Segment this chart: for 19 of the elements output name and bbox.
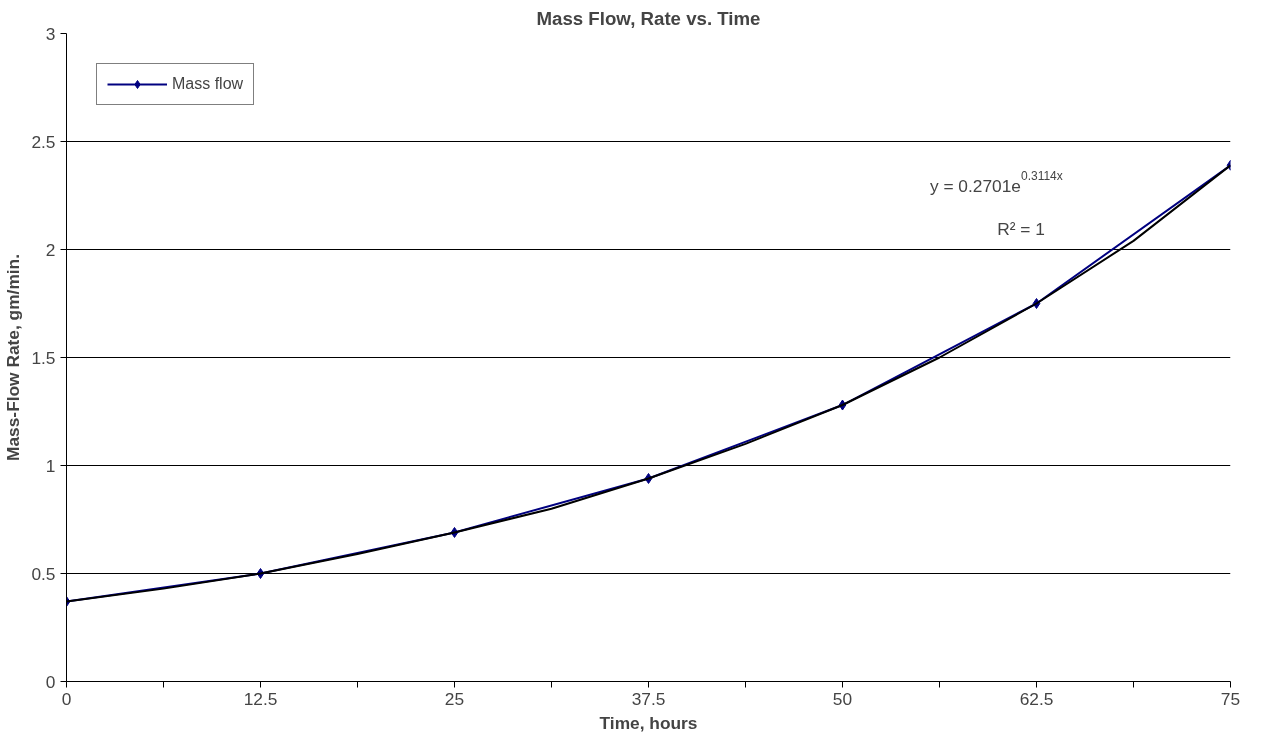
x-tick-label: 37.5 [631,688,666,709]
y-tick-label: 1.5 [31,347,56,368]
y-axis-title: Mass-Flow Rate, gm/min. [3,253,24,461]
y-tick-label: 2 [45,239,56,260]
x-tick-label: 62.5 [1019,688,1054,709]
annotation: R² = 1 [997,218,1045,239]
x-tick-label: 0 [61,688,72,709]
x-tick-label: 75 [1220,688,1241,709]
chart-title: Mass Flow, Rate vs. Time [536,7,761,29]
x-tick-label: 25 [444,688,465,709]
x-tick-label: 12.5 [243,688,278,709]
y-tick-label: 0 [45,671,56,692]
legend-label: Mass flow [172,75,244,93]
x-axis-title: Time, hours [599,712,698,733]
y-tick-label: 0.5 [31,563,56,584]
x-tick-label: 50 [832,688,853,709]
y-tick-label: 1 [45,455,56,476]
y-tick-label: 3 [45,23,56,44]
y-tick-label: 2.5 [31,131,56,152]
